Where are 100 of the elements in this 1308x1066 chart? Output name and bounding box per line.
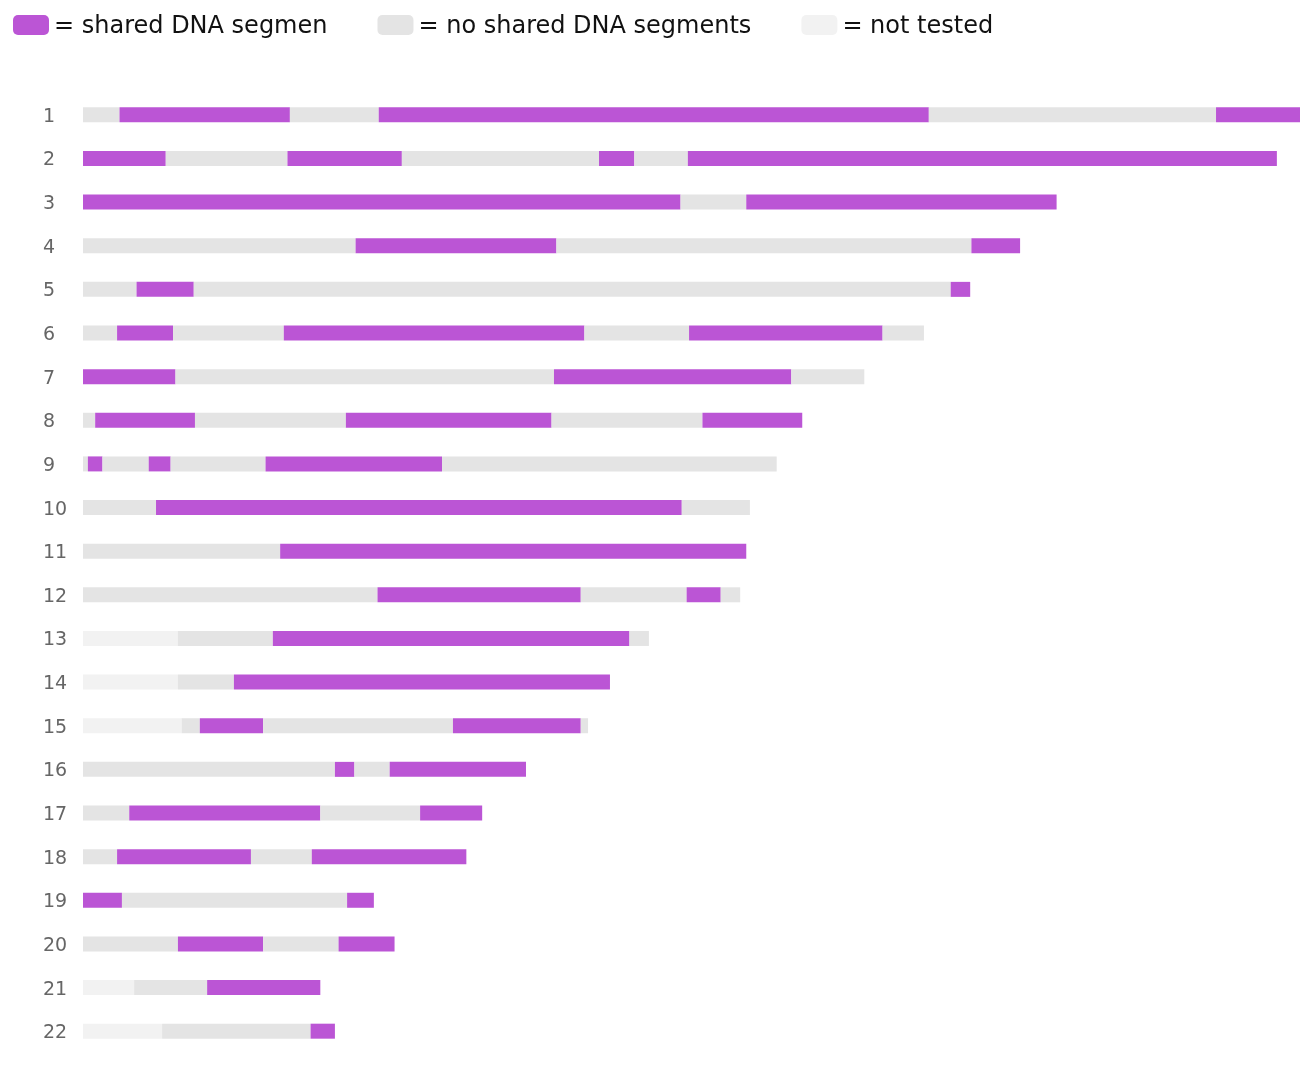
bar: [83, 412, 96, 428]
y-tick-label: 7: [43, 365, 56, 388]
bar: [193, 281, 951, 297]
bar: [175, 369, 554, 385]
bar: [334, 761, 355, 777]
y-tick-label: 18: [43, 845, 68, 868]
bar: [87, 456, 103, 472]
y-tick-label: 11: [43, 540, 68, 563]
y-tick-label: 5: [43, 278, 56, 301]
bar: [681, 500, 750, 516]
bar: [117, 325, 174, 341]
bar: [580, 718, 589, 734]
bar: [129, 805, 321, 821]
bar: [629, 630, 649, 646]
bar: [680, 194, 747, 210]
y-tick-label: 22: [43, 1020, 68, 1043]
bar: [345, 412, 552, 428]
legend-label: = shared DNA segmen: [54, 11, 328, 39]
bar: [162, 1023, 311, 1039]
bar: [148, 456, 171, 472]
bar: [280, 543, 747, 559]
y-tick-label: 6: [43, 322, 56, 344]
bar: [83, 805, 130, 821]
bar: [83, 718, 182, 734]
y-tick-label: 12: [43, 583, 68, 606]
bar: [584, 325, 690, 341]
y-tick-label: 10: [43, 496, 68, 519]
legend-label: = no shared DNA segments: [418, 11, 752, 39]
bar: [83, 500, 157, 516]
bar: [687, 150, 1277, 166]
bar: [378, 107, 929, 123]
bar: [83, 980, 135, 996]
bar: [420, 805, 483, 821]
bar: [83, 238, 356, 254]
bar: [199, 718, 264, 734]
bar: [689, 325, 883, 341]
y-tick-label: 13: [43, 627, 68, 650]
bar: [102, 456, 149, 472]
bar: [720, 587, 741, 603]
bar: [287, 150, 402, 166]
bar: [83, 630, 178, 646]
bar: [556, 238, 972, 254]
bar: [170, 456, 266, 472]
bar: [83, 543, 281, 559]
bar: [177, 936, 264, 952]
bar: [289, 107, 379, 123]
bar: [1216, 107, 1300, 123]
y-tick-label: 8: [43, 409, 56, 432]
bar: [207, 980, 321, 996]
bar: [311, 849, 467, 865]
bar: [599, 150, 635, 166]
legend-label: = not tested: [842, 11, 994, 39]
bar: [702, 412, 803, 428]
bar: [263, 936, 339, 952]
bar: [83, 281, 137, 297]
y-tick-label: 20: [43, 932, 68, 955]
bar: [283, 325, 585, 341]
bar: [442, 456, 777, 472]
bar: [173, 325, 284, 341]
y-tick-label: 3: [43, 191, 56, 214]
y-tick-label: 1: [43, 103, 56, 126]
bar: [177, 674, 234, 690]
bar: [250, 849, 312, 865]
bar: [119, 107, 290, 123]
y-tick-label: 17: [43, 802, 68, 824]
bar: [194, 412, 346, 428]
bar: [553, 369, 792, 385]
bar: [177, 630, 273, 646]
bar: [181, 718, 200, 734]
bar: [355, 238, 557, 254]
bar: [354, 761, 390, 777]
y-tick-label: 2: [43, 147, 56, 170]
bar: [233, 674, 610, 690]
bar: [971, 238, 1021, 254]
bar: [580, 587, 687, 603]
bar: [95, 412, 195, 428]
bar: [338, 936, 395, 952]
y-tick-label: 15: [43, 714, 68, 737]
bar: [263, 718, 453, 734]
bar: [83, 761, 335, 777]
bar: [83, 150, 166, 166]
bar: [117, 849, 251, 865]
bar: [272, 630, 630, 646]
bar: [121, 892, 348, 908]
bar: [156, 500, 682, 516]
bar: [83, 456, 88, 472]
bar: [551, 412, 703, 428]
bar: [83, 325, 118, 341]
bar: [950, 281, 971, 297]
bar: [83, 107, 120, 123]
bar: [83, 194, 681, 210]
bar: [310, 1023, 335, 1039]
y-tick-label: 21: [43, 976, 68, 999]
bar: [83, 1023, 163, 1039]
bar: [791, 369, 865, 385]
bar: [401, 150, 600, 166]
bar: [320, 805, 421, 821]
bar: [136, 281, 194, 297]
bar: [452, 718, 581, 734]
bar: [165, 150, 288, 166]
